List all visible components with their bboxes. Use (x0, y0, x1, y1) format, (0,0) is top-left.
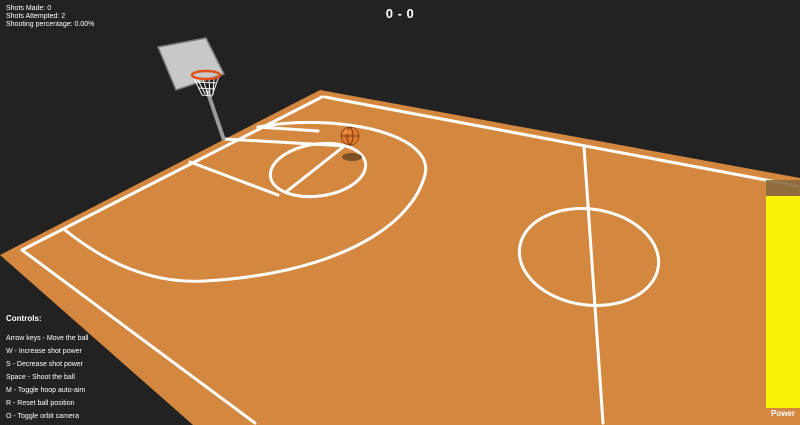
scoreboard: 0 - 0 (385, 6, 415, 21)
baseline (20, 95, 324, 252)
control-item-increase-power: W - Increase shot power (6, 348, 82, 355)
control-item-decrease-power: S - Decrease shot power (6, 361, 84, 368)
near-sideline (20, 248, 257, 425)
key-near-line (188, 160, 280, 197)
free-throw-circle (268, 141, 368, 199)
hoop-net (192, 75, 220, 97)
three-point-corner-far (256, 125, 320, 133)
shot-stats: Shots Made: 0 Shots Attempted: 2 Shootin… (6, 5, 94, 29)
control-item-reset: R - Reset ball position (6, 400, 75, 407)
controls-title: Controls: (6, 314, 42, 323)
power-meter (766, 180, 800, 408)
court-lines (20, 95, 800, 425)
ball-shadow (342, 153, 362, 161)
shots-made-text: Shots Made: 0 (6, 5, 52, 12)
shots-attempted-text: Shots Attempted: 2 (6, 13, 66, 20)
three-point-arc (63, 120, 428, 283)
center-line (582, 145, 605, 425)
free-throw-line (284, 145, 345, 194)
hoop-rim (190, 69, 222, 81)
control-item-auto-aim: M - Toggle hoop auto-aim (6, 387, 86, 394)
shooting-percentage-text: Shooting percentage: 0.00% (6, 21, 95, 28)
basketball[interactable] (340, 126, 360, 146)
control-item-orbit-camera: O - Toggle orbit camera (6, 413, 80, 420)
control-item-move: Arrow keys - Move the ball (6, 335, 89, 342)
backboard (156, 37, 226, 91)
far-sideline (323, 95, 800, 188)
power-meter-fill (766, 195, 800, 408)
power-label: Power (770, 409, 795, 418)
court-floor (0, 90, 800, 425)
center-circle (517, 206, 661, 308)
hoop-pole (205, 89, 226, 141)
control-item-shoot: Space - Shoot the ball (6, 374, 75, 381)
controls-panel: Controls: Arrow keys - Move the ball W -… (6, 314, 88, 423)
